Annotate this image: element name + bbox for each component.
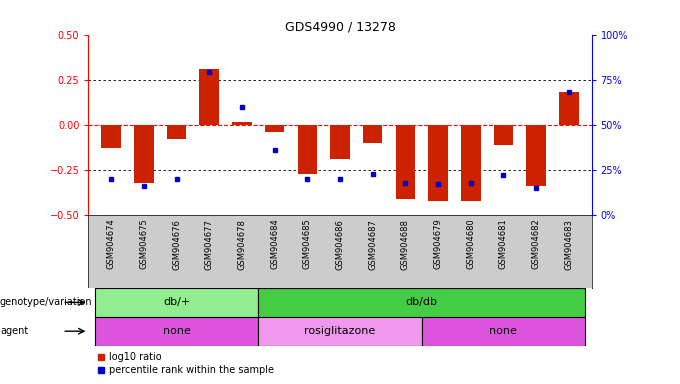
Text: GSM904686: GSM904686	[335, 219, 345, 270]
Text: GSM904675: GSM904675	[139, 219, 148, 270]
Title: GDS4990 / 13278: GDS4990 / 13278	[284, 20, 396, 33]
Bar	[134, 125, 154, 182]
Text: GSM904677: GSM904677	[205, 219, 214, 270]
Legend: log10 ratio, percentile rank within the sample: log10 ratio, percentile rank within the …	[93, 348, 277, 379]
Bar	[101, 125, 121, 148]
Text: GSM904682: GSM904682	[532, 219, 541, 270]
Bar	[199, 69, 219, 125]
Text: GSM904678: GSM904678	[237, 219, 246, 270]
Bar	[95, 288, 258, 317]
Bar	[396, 125, 415, 199]
Bar	[461, 125, 481, 200]
Text: none: none	[163, 326, 190, 336]
Bar	[265, 125, 284, 132]
Bar	[95, 317, 258, 346]
Text: GSM904684: GSM904684	[270, 219, 279, 270]
Text: GSM904679: GSM904679	[434, 219, 443, 270]
Text: rosiglitazone: rosiglitazone	[305, 326, 375, 336]
Text: GSM904687: GSM904687	[368, 219, 377, 270]
Text: db/+: db/+	[163, 297, 190, 308]
Text: GSM904685: GSM904685	[303, 219, 312, 270]
Text: GSM904681: GSM904681	[499, 219, 508, 270]
Bar	[167, 125, 186, 139]
Text: GSM904674: GSM904674	[107, 219, 116, 270]
Text: genotype/variation: genotype/variation	[0, 297, 92, 308]
Text: GSM904680: GSM904680	[466, 219, 475, 270]
Bar	[526, 125, 546, 186]
Text: none: none	[490, 326, 517, 336]
Bar	[559, 92, 579, 125]
Text: GSM904683: GSM904683	[564, 219, 573, 270]
Bar	[258, 317, 422, 346]
Bar	[232, 122, 252, 125]
Text: GSM904688: GSM904688	[401, 219, 410, 270]
Bar	[330, 125, 350, 159]
Bar	[428, 125, 448, 200]
Bar	[494, 125, 513, 145]
Text: db/db: db/db	[406, 297, 438, 308]
Bar	[422, 317, 585, 346]
Text: agent: agent	[0, 326, 29, 336]
Bar	[258, 288, 585, 317]
Bar	[363, 125, 382, 143]
Text: GSM904676: GSM904676	[172, 219, 181, 270]
Bar	[298, 125, 317, 174]
